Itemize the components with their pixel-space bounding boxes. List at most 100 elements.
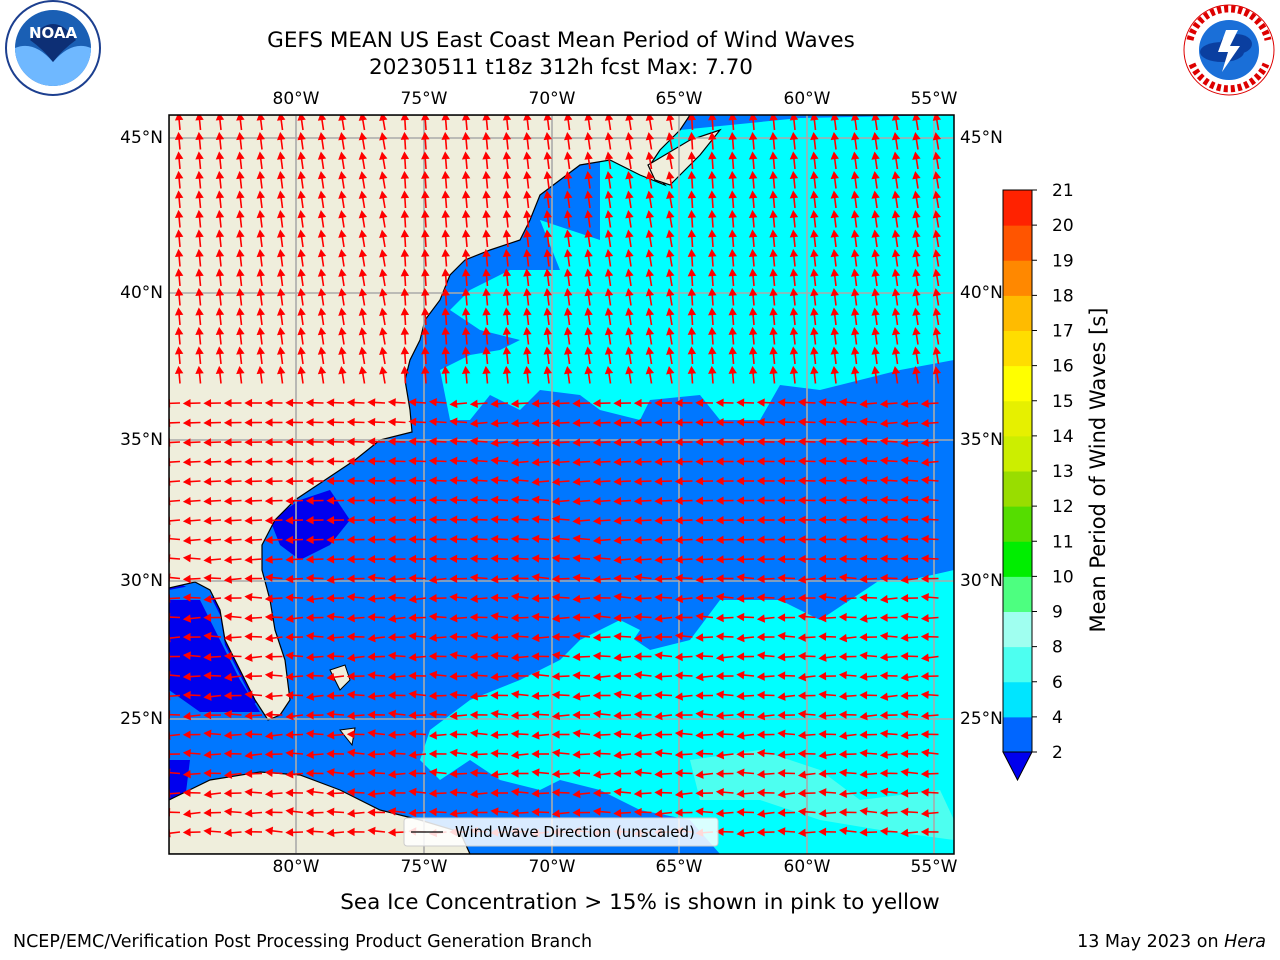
direction-arrowhead [326, 691, 335, 700]
direction-arrowhead [428, 554, 437, 564]
direction-arrowhead [305, 613, 314, 622]
direction-arrowhead [625, 268, 634, 277]
direction-arrowhead [797, 633, 806, 642]
direction-arrowhead [400, 268, 410, 277]
direction-arrowhead [387, 515, 396, 525]
direction-arrowhead [482, 268, 491, 277]
direction-arrowhead [736, 515, 745, 525]
direction-arrowhead [645, 115, 655, 121]
direction-arrowhead [584, 288, 593, 297]
direction-arrowhead [358, 190, 368, 199]
direction-arrowhead [871, 190, 880, 199]
direction-arrowhead [728, 268, 737, 277]
direction-arrowhead [810, 131, 819, 141]
direction-arrowhead [223, 398, 232, 408]
direction-arrowhead [666, 307, 675, 316]
direction-arrowhead [879, 515, 888, 524]
direction-arrowhead [810, 248, 819, 258]
direction-arrowhead [564, 287, 573, 297]
direction-arrowhead [358, 115, 368, 121]
direction-arrowhead [379, 190, 388, 199]
direction-arrowhead [728, 346, 737, 355]
direction-arrowhead [592, 399, 601, 408]
direction-arrowhead [920, 632, 929, 641]
direction-arrowhead [482, 346, 491, 355]
direction-arrowhead [572, 438, 581, 447]
direction-arrowhead [830, 131, 839, 141]
direction-arrowhead [408, 690, 417, 699]
direction-arrowhead [223, 477, 232, 486]
x-tick-top: 60°W [783, 89, 831, 109]
direction-arrowhead [920, 554, 929, 563]
direction-arrowhead [543, 209, 552, 219]
direction-arrowhead [244, 418, 253, 427]
direction-arrowhead [736, 829, 745, 838]
direction-arrowhead [551, 399, 560, 408]
direction-arrowhead [338, 229, 347, 238]
direction-arrowhead [182, 769, 191, 779]
direction-arrowhead [736, 496, 745, 505]
direction-arrowhead [777, 594, 786, 604]
direction-arrowhead [584, 132, 593, 141]
direction-arrowhead [358, 346, 368, 355]
direction-arrowhead [666, 115, 675, 121]
x-tick-bottom: 75°W [400, 857, 448, 877]
direction-arrowhead [195, 151, 204, 160]
direction-arrowhead [584, 229, 593, 238]
direction-arrowhead [674, 535, 683, 545]
direction-arrowhead [236, 287, 245, 297]
direction-arrowhead [449, 690, 458, 700]
direction-arrowhead [182, 516, 191, 525]
direction-arrow [169, 674, 181, 677]
direction-arrowhead [408, 456, 417, 466]
direction-arrowhead [584, 151, 593, 160]
direction-arrowhead [879, 652, 888, 662]
direction-arrowhead [687, 229, 697, 238]
direction-arrowhead [851, 209, 860, 219]
direction-arrowhead [900, 710, 909, 719]
direction-arrowhead [256, 170, 265, 180]
direction-arrowhead [666, 132, 675, 141]
direction-arrowhead [297, 210, 306, 219]
direction-arrowhead [215, 365, 225, 375]
direction-arrowhead [572, 710, 581, 720]
direction-arrowhead [531, 633, 540, 643]
direction-arrowhead [687, 170, 697, 179]
direction-arrowhead [654, 535, 663, 545]
direction-arrowhead [531, 515, 540, 524]
direction-arrowhead [604, 327, 614, 336]
direction-arrowhead [756, 711, 766, 721]
direction-arrowhead [551, 651, 561, 660]
direction-arrowhead [317, 366, 327, 375]
direction-arrowhead [490, 612, 499, 621]
direction-arrowhead [326, 828, 335, 838]
direction-arrowhead [531, 731, 540, 740]
direction-arrowhead [818, 788, 827, 797]
direction-arrowhead [346, 535, 355, 544]
direction-arrowhead [174, 229, 184, 238]
direction-arrowhead [449, 535, 458, 544]
direction-arrowhead [687, 131, 697, 140]
direction-arrowhead [223, 770, 233, 779]
direction-arrowhead [215, 248, 225, 258]
direction-arrowhead [449, 632, 458, 642]
direction-arrowhead [428, 398, 437, 407]
direction-arrowhead [912, 229, 921, 238]
direction-arrowhead [708, 209, 717, 218]
direction-arrowhead [461, 248, 471, 257]
direction-arrowhead [818, 476, 827, 485]
direction-arrowhead [441, 190, 450, 199]
direction-arrowhead [256, 248, 265, 258]
direction-arrowhead [543, 115, 552, 121]
direction-arrowhead [654, 477, 663, 486]
direction-arrowhead [810, 346, 819, 355]
colorbar-segment [1003, 471, 1032, 507]
direction-arrowhead [338, 249, 347, 258]
direction-arrowhead [421, 268, 430, 277]
x-tick-top: 65°W [655, 89, 703, 109]
direction-arrowhead [900, 768, 909, 777]
direction-arrowhead [387, 535, 396, 544]
direction-arrowhead [900, 476, 909, 485]
direction-arrowhead [859, 632, 868, 642]
